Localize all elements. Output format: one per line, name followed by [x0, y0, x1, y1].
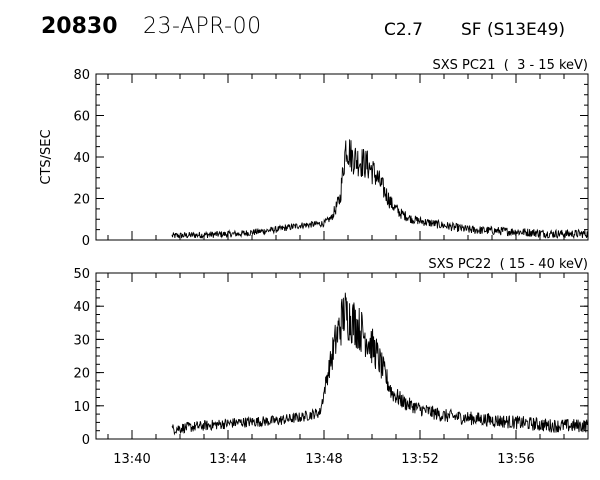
x-tick-label: 13:52	[401, 452, 438, 467]
flare-type: SF (S13E49)	[461, 20, 566, 40]
goes-class: C2.7	[384, 20, 423, 40]
y-tick-label-1: 40	[73, 151, 90, 166]
event-id: 20830	[41, 14, 118, 39]
y-tick-label-2: 10	[73, 400, 90, 415]
y-tick-label-1: 80	[73, 68, 90, 83]
x-tick-label: 13:40	[113, 452, 150, 467]
y-tick-label-2: 20	[73, 367, 90, 382]
x-tick-label: 13:56	[497, 452, 534, 467]
series-line-1	[171, 139, 589, 240]
panel-label-1: SXS PC21 ( 3 - 15 keV)	[432, 58, 588, 73]
y-axis-label: CTS/SEC	[39, 129, 54, 184]
y-tick-label-2: 0	[82, 433, 90, 448]
y-tick-label-2: 40	[73, 300, 90, 315]
y-tick-label-1: 60	[73, 110, 90, 125]
x-tick-label: 13:44	[209, 452, 246, 467]
y-tick-label-1: 0	[82, 234, 90, 249]
y-tick-label-1: 20	[73, 193, 90, 208]
plot-frame-1	[95, 73, 589, 241]
y-tick-label-2: 30	[73, 333, 90, 348]
y-tick-label-2: 50	[73, 267, 90, 282]
event-date: 23-APR-00	[143, 14, 262, 39]
panel-label-2: SXS PC22 ( 15 - 40 keV)	[428, 257, 588, 272]
series-line-2	[171, 292, 589, 436]
plot-frame-2	[95, 272, 589, 440]
x-tick-label: 13:48	[305, 452, 342, 467]
